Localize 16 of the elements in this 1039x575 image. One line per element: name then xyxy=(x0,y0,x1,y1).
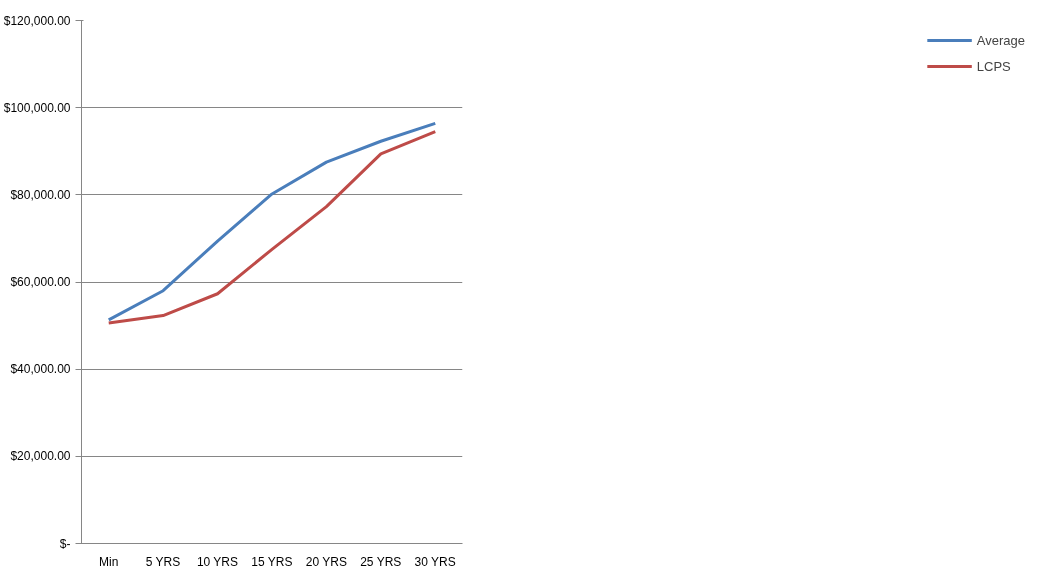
x-tick-label: 25 YRS xyxy=(360,554,402,569)
x-tick-label: 5 YRS xyxy=(145,554,181,569)
x-tick-label: 15 YRS xyxy=(251,554,293,569)
y-tick-label: $40,000.00 xyxy=(10,362,71,377)
y-tick-label: $60,000.00 xyxy=(10,275,71,289)
y-tick-label: $20,000.00 xyxy=(10,449,71,464)
x-tick-label: 10 YRS xyxy=(196,554,239,569)
x-tick-label: Min xyxy=(99,554,119,569)
x-tick-label: 20 YRS xyxy=(305,554,347,569)
x-tick-label: 30 YRS xyxy=(414,554,456,569)
y-tick-label: $100,000.00 xyxy=(3,100,71,115)
y-tick-label: $120,000.00 xyxy=(3,13,71,28)
y-tick-label: $80,000.00 xyxy=(10,187,71,202)
y-tick-label: $- xyxy=(59,536,71,551)
legend-label: LCPS xyxy=(976,58,1011,74)
legend-label: Average xyxy=(976,32,1025,48)
